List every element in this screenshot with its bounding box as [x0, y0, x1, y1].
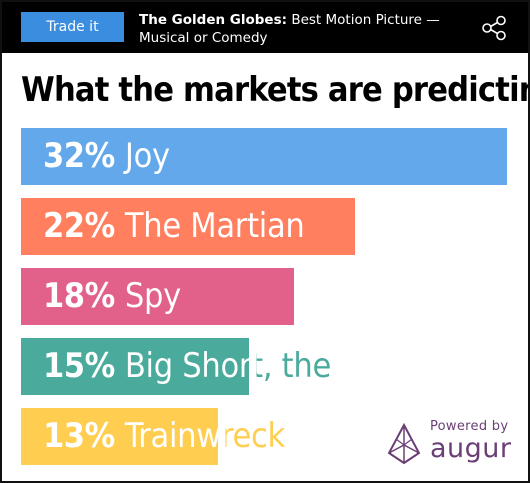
market-title-rest: Best Motion Picture — Musical or Comedy	[139, 12, 440, 46]
chart-headline: What the markets are predicting	[21, 70, 530, 110]
augur-branding[interactable]: Powered by augur	[386, 419, 516, 469]
bar-row: 18% Spy	[21, 268, 507, 325]
augur-logo-icon	[387, 423, 421, 465]
bar-value-label: 15%	[43, 346, 125, 386]
trade-it-button[interactable]: Trade it	[21, 12, 124, 42]
bar-label: 15% Big Short, the	[43, 338, 331, 395]
bar-label: 32% Joy	[43, 128, 170, 185]
bar	[21, 268, 294, 325]
bar-row: 13% Trainwreck	[21, 408, 507, 465]
bar-category-label: Joy	[124, 136, 170, 176]
bar-row: 22% The Martian	[21, 198, 507, 255]
powered-by-text: Powered by	[430, 419, 509, 434]
bar-row: 15% Big Short, the	[21, 338, 507, 395]
bar	[21, 338, 249, 395]
bar-value-label: 18%	[43, 276, 125, 316]
bar	[21, 128, 507, 185]
bar-value-label: 32%	[43, 136, 125, 176]
bar	[21, 408, 218, 465]
bar-row: 32% Joy	[21, 128, 507, 185]
top-bar: Trade it The Golden Globes: Best Motion …	[2, 2, 528, 53]
bar-category-label: Big Short, the	[124, 346, 331, 386]
trade-it-label: Trade it	[46, 19, 99, 35]
augur-wordmark: augur	[430, 433, 512, 464]
bar-label: 13% Trainwreck	[43, 408, 285, 465]
bar-value-label: 22%	[43, 206, 125, 246]
market-title-bold: The Golden Globes:	[139, 12, 288, 28]
bar-label: 22% The Martian	[43, 198, 305, 255]
bar-category-label: Trainwreck	[124, 416, 285, 456]
bar	[21, 198, 355, 255]
bar-category-label: Spy	[124, 276, 181, 316]
bar-label: 18% Spy	[43, 268, 181, 325]
share-icon[interactable]	[480, 14, 508, 42]
bar-value-label: 13%	[43, 416, 125, 456]
bar-category-label: The Martian	[124, 206, 305, 246]
market-title: The Golden Globes: Best Motion Picture —…	[139, 11, 459, 47]
